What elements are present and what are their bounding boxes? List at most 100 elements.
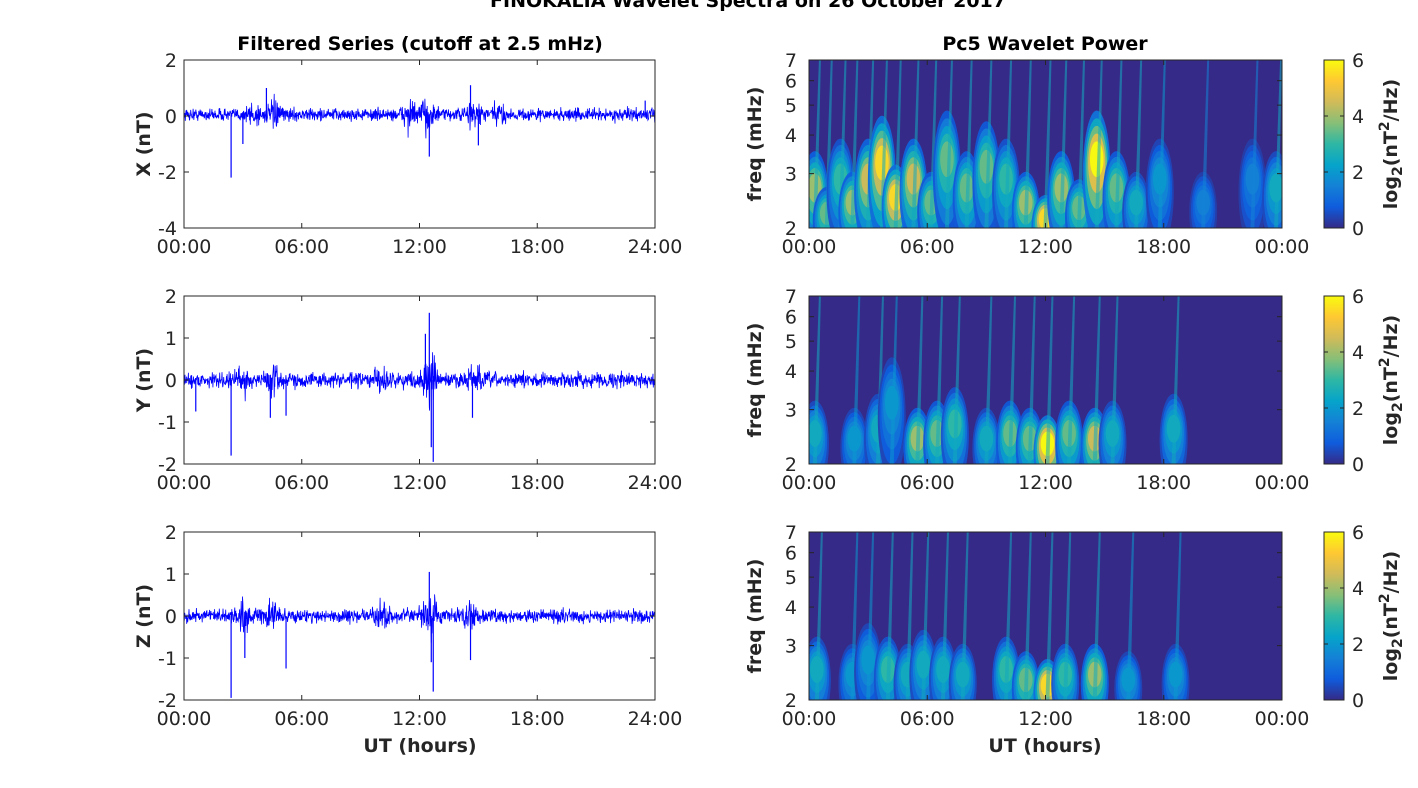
colorbar: [1323, 295, 1345, 465]
x-tick-label: 06:00: [274, 236, 329, 258]
wavelet-power-blob: [1089, 141, 1104, 178]
wavelet-power-layer: [809, 60, 1282, 228]
y-tick-label: 0: [165, 606, 177, 628]
colorbar-tick-label: 2: [1352, 634, 1364, 656]
x-tick-label: 00:00: [157, 708, 212, 730]
y-tick-label: 7: [785, 286, 797, 308]
wavelet-streak: [1077, 60, 1086, 228]
wavelet-power-blob: [940, 141, 954, 178]
wavelet-streak: [964, 60, 973, 228]
colorbar-tick-label: 6: [1352, 50, 1364, 72]
x-tick-label: 06:00: [900, 236, 955, 258]
series-trace-x: [183, 93, 656, 139]
series-panel-z: -2 -1 0 1 2 00:00 06:00 12:00 18:00 24:00 Z (nT): [133, 522, 682, 730]
wavelet-streak: [1134, 60, 1143, 228]
wavelet-streak: [866, 532, 875, 700]
wavelet-streak: [1114, 60, 1123, 228]
wavelet-streak: [852, 296, 861, 464]
x-tick-label: 06:00: [274, 472, 329, 494]
y-tick-label: -2: [158, 690, 177, 712]
y-tick-label: 4: [785, 361, 797, 383]
wavelet-streak: [850, 60, 859, 228]
y-tick-label: 6: [785, 543, 797, 565]
wavelet-streak: [915, 296, 924, 464]
wavelet-streak: [889, 296, 898, 464]
y-tick-label: 2: [785, 690, 797, 712]
figure-suptitle: FINOKALIA Wavelet Spectra on 26 October …: [490, 0, 1006, 12]
x-tick-label: 00:00: [1255, 472, 1310, 494]
x-axis-label-left: UT (hours): [363, 735, 476, 757]
y-axis-label: freq (mHz): [744, 323, 766, 438]
wavelet-streak: [1063, 532, 1072, 700]
wavelet-power-layer: [809, 296, 1188, 464]
wavelet-streak: [1094, 60, 1103, 228]
series-plot-area: [184, 60, 655, 228]
wavelet-streak: [921, 532, 930, 700]
x-tick-label: 24:00: [628, 708, 683, 730]
y-tick-label: 1: [165, 328, 177, 350]
x-tick-label: 12:00: [1018, 472, 1073, 494]
wavelet-streak: [812, 60, 821, 228]
wavelet-streak: [1110, 296, 1119, 464]
y-tick-label: 2: [785, 454, 797, 476]
x-tick-label: 18:00: [1136, 708, 1191, 730]
y-tick-label: 2: [165, 286, 177, 308]
y-tick-label: -1: [158, 648, 177, 670]
wavelet-streak: [1201, 60, 1210, 228]
wavelet-streak: [941, 532, 950, 700]
y-tick-label: 6: [785, 71, 797, 93]
colorbar-tick-label: 2: [1352, 398, 1364, 420]
x-tick-label: 18:00: [510, 472, 565, 494]
x-tick-label: 06:00: [900, 472, 955, 494]
colorbar-label: log2(nT2/Hz): [1377, 79, 1406, 209]
x-axis-label-right: UT (hours): [988, 735, 1101, 757]
wavelet-streak: [1092, 532, 1101, 700]
y-tick-label: 3: [785, 636, 797, 658]
x-tick-label: 18:00: [510, 236, 565, 258]
x-tick-label: 18:00: [1136, 472, 1191, 494]
wavelet-streak: [1043, 60, 1052, 228]
wavelet-panel-y: 2 3 4 567 00:00 06:00 12:00 18:00 00:00 freq (mHz…: [744, 286, 1406, 494]
colorbar: [1323, 59, 1345, 229]
y-tick-label: 0: [165, 106, 177, 128]
colorbar-tick-label: 4: [1352, 342, 1364, 364]
wavelet-streak: [1027, 296, 1036, 464]
wavelet-streak: [1157, 60, 1166, 228]
wavelet-streak: [1126, 532, 1135, 700]
y-tick-label: 6: [785, 307, 797, 329]
wavelet-streak: [1004, 60, 1013, 228]
wavelet-streak: [812, 296, 821, 464]
wavelet-streak: [1045, 296, 1054, 464]
y-tick-label: 3: [785, 400, 797, 422]
series-panel-y: -2 -1 0 1 2 00:00 06:00 12:00 18:00 24:00 Y (nT): [133, 286, 682, 494]
left-column-title: Filtered Series (cutoff at 2.5 mHz): [237, 33, 603, 55]
colorbar-tick-label: 0: [1352, 218, 1364, 240]
colorbar-tick-label: 4: [1352, 578, 1364, 600]
wavelet-streak: [929, 60, 938, 228]
x-tick-label: 00:00: [157, 236, 212, 258]
y-tick-label: 4: [785, 597, 797, 619]
wavelet-streak: [905, 532, 914, 700]
y-tick-label: 2: [165, 50, 177, 72]
wavelet-streak: [893, 60, 902, 228]
y-axis-label: Y (nT): [133, 348, 155, 413]
y-axis-label: freq (mHz): [744, 87, 766, 202]
colorbar-tick-label: 2: [1352, 162, 1364, 184]
y-tick-label: -1: [158, 412, 177, 434]
wavelet-streak: [960, 532, 969, 700]
colorbar-label: log2(nT2/Hz): [1377, 551, 1406, 681]
wavelet-streak: [984, 296, 993, 464]
wavelet-streak: [1067, 296, 1076, 464]
y-tick-label: 7: [785, 50, 797, 72]
wavelet-streak: [838, 60, 847, 228]
wavelet-streak: [944, 60, 953, 228]
x-tick-label: 00:00: [782, 472, 837, 494]
wavelet-streak: [1008, 296, 1017, 464]
y-tick-label: 5: [785, 331, 797, 353]
colorbar-label: log2(nT2/Hz): [1377, 315, 1406, 445]
x-tick-label: 06:00: [900, 708, 955, 730]
y-tick-label: -2: [158, 162, 177, 184]
